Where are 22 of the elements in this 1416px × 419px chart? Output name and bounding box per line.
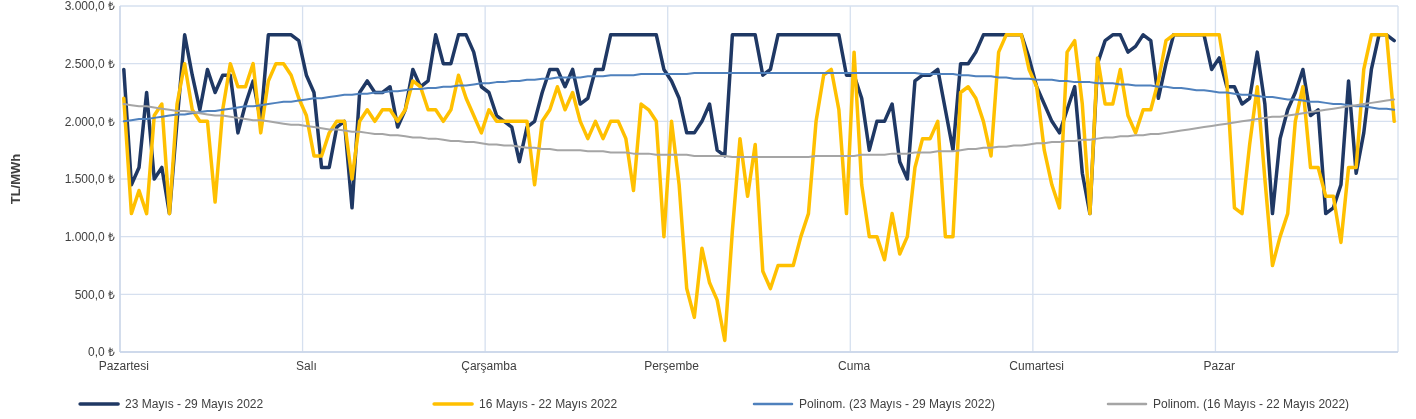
y-tick-label: 3.000,0 ₺ <box>64 0 115 14</box>
y-tick-label: 0,0 ₺ <box>87 345 115 360</box>
y-axis-title: TL/MWh <box>8 153 23 205</box>
y-tick-label: 2.500,0 ₺ <box>64 56 115 71</box>
legend-label: 23 Mayıs - 29 Mayıs 2022 <box>125 397 264 412</box>
x-tick-label: Pazartesi <box>98 359 149 373</box>
line-series <box>122 71 1396 123</box>
line-series <box>122 33 1396 343</box>
x-tick-label: Pazar <box>1203 359 1235 373</box>
legend-label: Polinom. (16 Mayıs - 22 Mayıs 2022) <box>1153 397 1350 412</box>
legend-label: 16 Mayıs - 22 Mayıs 2022 <box>479 397 618 412</box>
y-tick-label: 1.500,0 ₺ <box>64 172 115 187</box>
legend-label: Polinom. (23 Mayıs - 29 Mayıs 2022) <box>799 397 996 412</box>
x-tick-label: Salı <box>296 359 317 373</box>
y-tick-label: 1.000,0 ₺ <box>64 229 115 244</box>
y-tick-label: 500,0 ₺ <box>74 287 115 302</box>
y-tick-label: 2.000,0 ₺ <box>64 114 115 129</box>
x-tick-label: Cumartesi <box>1009 359 1064 373</box>
line-series <box>122 98 1396 159</box>
x-tick-label: Perşembe <box>644 359 700 373</box>
x-tick-label: Cuma <box>838 359 871 373</box>
x-tick-label: Çarşamba <box>461 359 517 373</box>
